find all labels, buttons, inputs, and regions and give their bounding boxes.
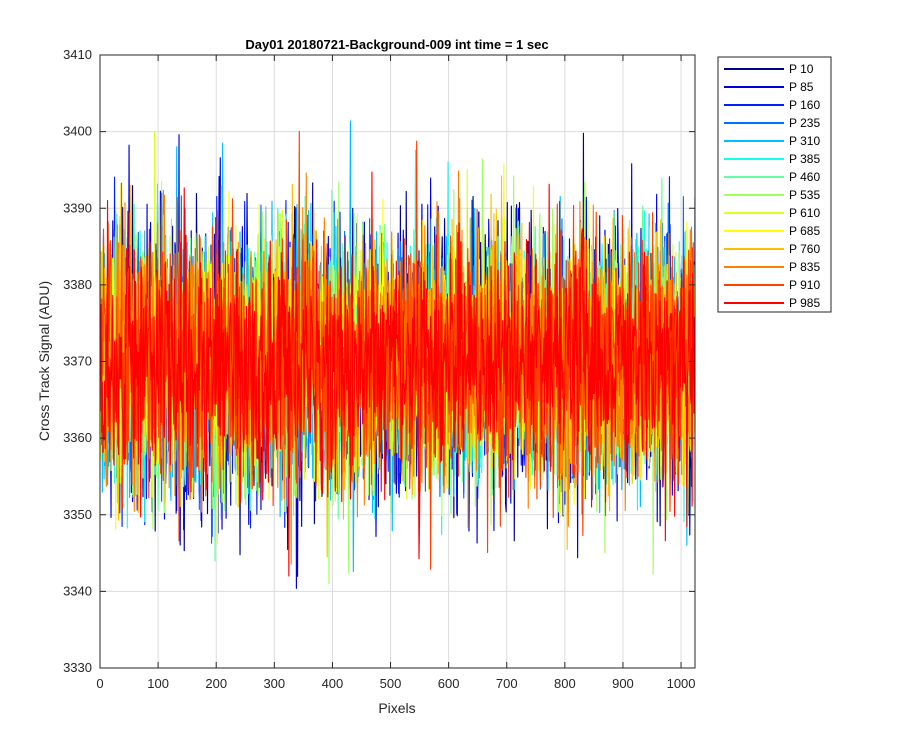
legend-label: P 610: [789, 206, 820, 220]
y-tick-label: 3380: [63, 277, 92, 292]
legend-label: P 760: [789, 242, 820, 256]
y-tick-label: 3350: [63, 507, 92, 522]
legend-label: P 685: [789, 224, 820, 238]
x-tick-label: 600: [438, 676, 460, 691]
legend-label: P 85: [789, 80, 814, 94]
legend-label: P 10: [789, 62, 814, 76]
legend-label: P 310: [789, 134, 820, 148]
chart-title: Day01 20180721-Background-009 int time =…: [245, 37, 548, 52]
legend-label: P 460: [789, 170, 820, 184]
legend-label: P 160: [789, 98, 820, 112]
x-tick-label: 1000: [667, 676, 696, 691]
legend-label: P 235: [789, 116, 820, 130]
legend-label: P 535: [789, 188, 820, 202]
x-axis-label: Pixels: [378, 700, 415, 716]
y-axis: 3330 3340 3350 3360 3370 3380 3390 3400 3410: [63, 47, 695, 675]
y-tick-label: 3370: [63, 354, 92, 369]
y-tick-label: 3340: [63, 583, 92, 598]
x-tick-label: 400: [322, 676, 344, 691]
legend-label: P 835: [789, 260, 820, 274]
legend: P 10 P 85 P 160 P 235 P 310 P 385 P 460 P 535 P …: [717, 56, 832, 313]
y-axis-label: Cross Track Signal (ADU): [36, 281, 52, 441]
legend-label: P 910: [789, 278, 820, 292]
y-tick-label: 3360: [63, 430, 92, 445]
x-tick-label: 800: [554, 676, 576, 691]
legend-label: P 385: [789, 152, 820, 166]
x-tick-label: 900: [612, 676, 634, 691]
x-tick-label: 700: [496, 676, 518, 691]
x-tick-label: 200: [205, 676, 227, 691]
legend-label: P 985: [789, 296, 820, 310]
x-axis: 0 100 200 300 400 500 600 700 800 900 1000: [96, 55, 696, 691]
x-tick-label: 0: [96, 676, 103, 691]
y-tick-label: 3410: [63, 47, 92, 62]
y-tick-label: 3330: [63, 660, 92, 675]
x-tick-label: 100: [147, 676, 169, 691]
x-tick-label: 500: [380, 676, 402, 691]
legend-box: [717, 56, 832, 313]
series-layer: [100, 120, 695, 589]
series-line: [100, 171, 695, 577]
y-tick-label: 3400: [63, 124, 92, 139]
x-tick-label: 300: [263, 676, 285, 691]
y-tick-label: 3390: [63, 200, 92, 215]
